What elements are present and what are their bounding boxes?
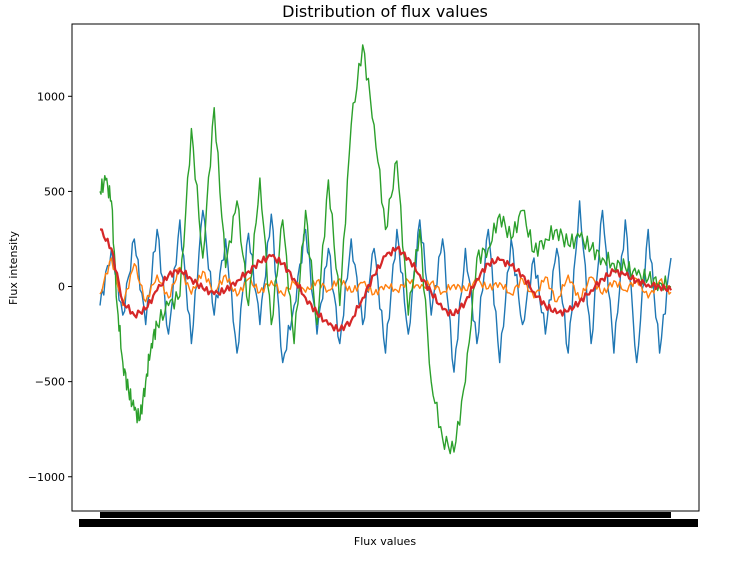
x-axis-label: Flux values [354, 535, 416, 548]
plot-frame [71, 23, 700, 512]
y-tick-label: 0 [58, 281, 65, 294]
y-tick-label: 1000 [37, 90, 65, 103]
y-tick-label: 500 [44, 185, 65, 198]
y-tick-label: −500 [35, 376, 65, 389]
series-line-1 [99, 200, 672, 373]
x-tick-band [79, 512, 698, 527]
series-line-4 [100, 228, 672, 332]
y-axis-label: Flux intensity [7, 230, 20, 305]
series-line-2 [99, 257, 672, 307]
y-tick-label: −1000 [28, 471, 65, 484]
series-line-3 [99, 44, 672, 455]
y-ticks: 1000 500 0 −500 −1000 [28, 90, 72, 484]
chart-title: Distribution of flux values [282, 2, 488, 21]
x-tick-cluster-upper [100, 512, 671, 518]
x-tick-cluster-lower [79, 519, 698, 527]
series-layer [99, 44, 672, 455]
